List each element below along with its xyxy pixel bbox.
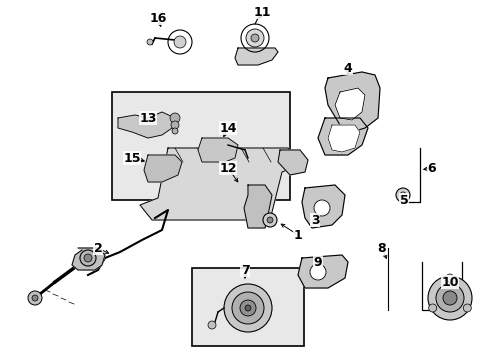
Circle shape: [428, 304, 436, 312]
Circle shape: [231, 292, 264, 324]
Text: 15: 15: [123, 152, 141, 165]
Circle shape: [245, 29, 264, 47]
Polygon shape: [143, 155, 182, 182]
Text: 6: 6: [427, 162, 435, 175]
Polygon shape: [327, 125, 359, 152]
Circle shape: [174, 36, 185, 48]
Circle shape: [170, 113, 180, 123]
Polygon shape: [198, 138, 238, 162]
Bar: [192, 268, 304, 346]
Text: 3: 3: [310, 213, 319, 226]
Circle shape: [28, 291, 42, 305]
Polygon shape: [325, 72, 379, 132]
Circle shape: [395, 188, 409, 202]
Polygon shape: [140, 148, 299, 220]
Circle shape: [171, 121, 179, 129]
Polygon shape: [302, 185, 345, 228]
Circle shape: [207, 321, 216, 329]
Text: 14: 14: [219, 122, 236, 135]
Text: 12: 12: [219, 162, 236, 175]
Circle shape: [172, 128, 178, 134]
Circle shape: [240, 300, 256, 316]
Circle shape: [250, 34, 259, 42]
Text: 7: 7: [240, 264, 249, 276]
Text: 16: 16: [149, 12, 166, 24]
Polygon shape: [278, 150, 307, 175]
Text: 4: 4: [343, 62, 352, 75]
Circle shape: [427, 276, 471, 320]
Circle shape: [147, 39, 153, 45]
Circle shape: [442, 291, 456, 305]
Circle shape: [399, 192, 405, 198]
Circle shape: [309, 264, 325, 280]
Circle shape: [263, 213, 276, 227]
Polygon shape: [317, 118, 367, 155]
Text: 11: 11: [253, 5, 270, 18]
Text: 5: 5: [399, 194, 407, 207]
Polygon shape: [297, 255, 347, 288]
Circle shape: [435, 284, 463, 312]
Polygon shape: [334, 88, 364, 120]
Text: 2: 2: [93, 242, 102, 255]
Circle shape: [462, 304, 470, 312]
Polygon shape: [244, 185, 271, 228]
Polygon shape: [118, 112, 175, 138]
Text: 1: 1: [293, 229, 302, 242]
Circle shape: [80, 250, 96, 266]
Text: 13: 13: [139, 112, 156, 125]
Polygon shape: [72, 248, 105, 270]
Circle shape: [445, 274, 453, 282]
Polygon shape: [235, 48, 278, 65]
Bar: [112, 92, 289, 200]
Text: 10: 10: [440, 275, 458, 288]
Circle shape: [244, 305, 250, 311]
Text: 9: 9: [313, 256, 322, 269]
Circle shape: [266, 217, 272, 223]
Circle shape: [224, 284, 271, 332]
Circle shape: [84, 254, 92, 262]
Circle shape: [313, 200, 329, 216]
Text: 8: 8: [377, 242, 386, 255]
Circle shape: [32, 295, 38, 301]
